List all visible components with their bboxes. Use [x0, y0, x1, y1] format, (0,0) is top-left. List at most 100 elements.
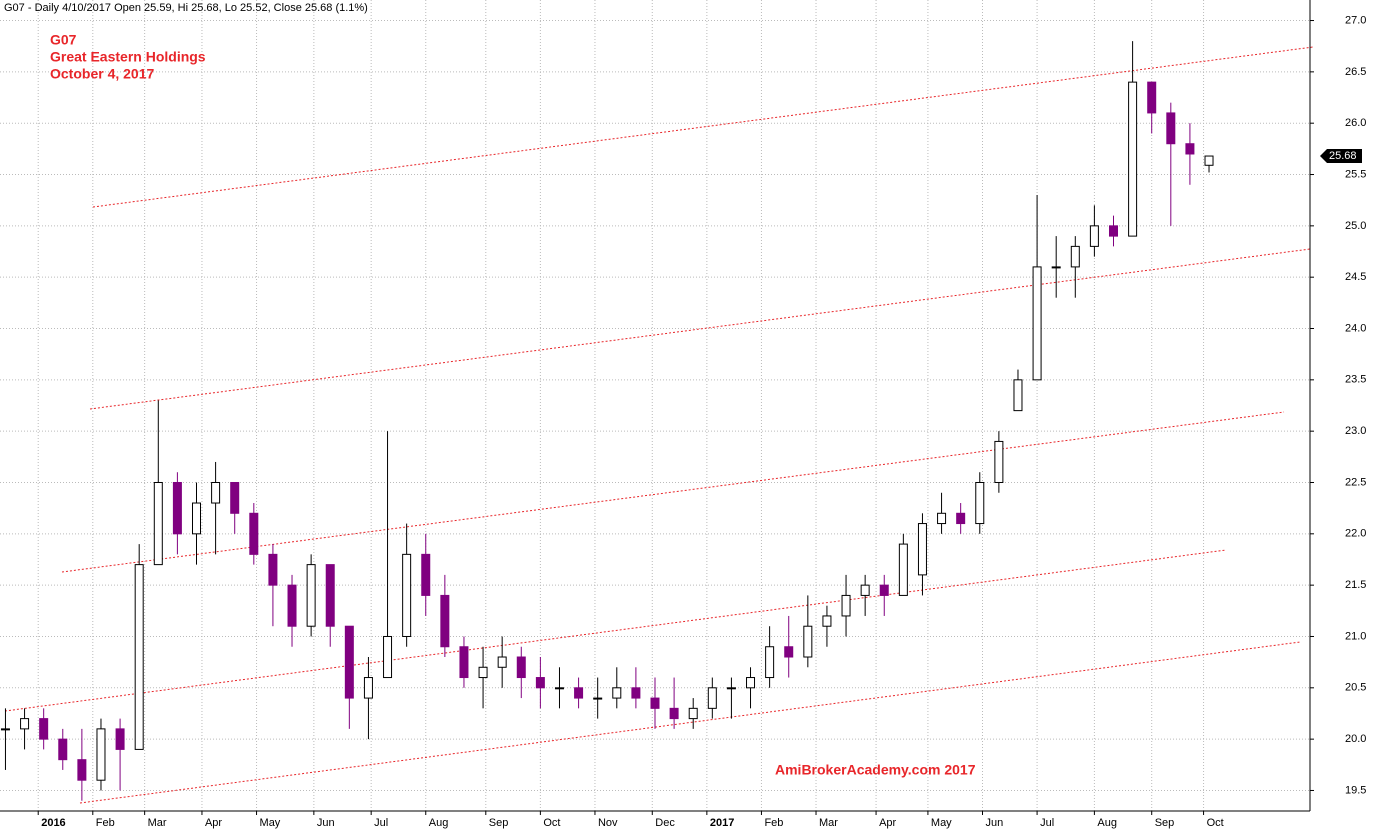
- last-price-tag: [1320, 149, 1362, 164]
- candle-body: [287, 584, 297, 627]
- candle-body: [707, 687, 717, 709]
- x-tick-label: 2016: [41, 817, 65, 829]
- candle-body: [879, 584, 889, 596]
- x-tick-label: Feb: [96, 817, 115, 829]
- candle-body: [746, 677, 756, 689]
- candle-body: [306, 564, 316, 627]
- x-tick-label: 2017: [710, 817, 734, 829]
- y-tick-label: 26.5: [1345, 66, 1366, 78]
- x-tick-label: Aug: [1097, 817, 1117, 829]
- candle-body: [268, 553, 278, 586]
- candle-body: [96, 728, 106, 781]
- candle-body: [1032, 266, 1042, 381]
- candle-body: [688, 707, 698, 720]
- candle-body: [612, 687, 622, 699]
- x-tick-label: Apr: [205, 817, 222, 829]
- candle-body: [917, 523, 927, 576]
- x-tick-label: Apr: [879, 817, 896, 829]
- y-tick-label: 25.5: [1345, 168, 1366, 180]
- candle-body: [1185, 143, 1195, 155]
- candle-body: [134, 564, 144, 750]
- x-tick-label: Dec: [655, 817, 675, 829]
- candle-body: [803, 625, 813, 658]
- channel-line: [61, 411, 1285, 573]
- candle-body: [726, 687, 736, 690]
- candle-body: [994, 440, 1004, 483]
- chart-subtitle: Great Eastern Holdings: [50, 49, 206, 65]
- channel-line: [79, 641, 1301, 804]
- candle-body: [574, 687, 584, 699]
- candle-body: [172, 481, 182, 535]
- candle-body: [535, 677, 545, 689]
- header: G07 - Daily 4/10/2017 Open 25.59, Hi 25.…: [4, 2, 368, 14]
- candle-body: [1147, 81, 1157, 114]
- candle-body: [325, 564, 335, 627]
- y-tick-label: 27.0: [1345, 14, 1366, 26]
- candle-body: [898, 543, 908, 596]
- chart-title: G07: [50, 32, 77, 48]
- candle-body: [383, 635, 393, 679]
- candle-body: [956, 512, 966, 525]
- candle-body: [669, 707, 679, 720]
- y-tick-label: 23.5: [1345, 374, 1366, 386]
- candles: [0, 41, 1214, 801]
- candle-body: [115, 728, 125, 750]
- y-tick-label: 19.5: [1345, 784, 1366, 796]
- candle-body: [0, 728, 10, 731]
- y-tick-label: 22.0: [1345, 528, 1366, 540]
- candle-body: [20, 718, 30, 730]
- x-tick-label: Feb: [764, 817, 783, 829]
- candle-body: [975, 481, 985, 525]
- candle-body: [77, 759, 87, 781]
- candle-body: [1166, 112, 1176, 145]
- x-tick-label: May: [260, 817, 281, 829]
- x-tick-label: Aug: [429, 817, 449, 829]
- channel-line: [4, 549, 1227, 712]
- candle-body: [459, 646, 469, 679]
- candle-body: [841, 594, 851, 617]
- candle-body: [516, 656, 526, 679]
- candle-body: [363, 677, 373, 699]
- candle-body: [631, 687, 641, 699]
- candle-body: [1070, 245, 1080, 268]
- candle-body: [497, 656, 507, 668]
- candle-body: [421, 553, 431, 596]
- channel-line: [89, 248, 1311, 410]
- last-price-label: 25.68: [1329, 150, 1357, 162]
- candle-body: [784, 646, 794, 658]
- x-tick-label: Sep: [1155, 817, 1175, 829]
- watermark: AmiBrokerAcademy.com 2017: [775, 762, 976, 778]
- channel-line: [92, 46, 1314, 208]
- candle-body: [1204, 155, 1214, 166]
- x-tick-label: Oct: [1207, 817, 1224, 829]
- y-tick-label: 25.0: [1345, 220, 1366, 232]
- y-tick-label: 24.0: [1345, 322, 1366, 334]
- candle-body: [440, 594, 450, 648]
- x-tick-label: Mar: [148, 817, 167, 829]
- candle-body: [153, 481, 163, 566]
- grid: [0, 0, 1310, 811]
- channel-lines: [4, 46, 1314, 804]
- candle-body: [344, 625, 354, 699]
- candle-body: [937, 512, 947, 525]
- x-tick-label: Jun: [317, 817, 335, 829]
- candle-body: [478, 666, 488, 679]
- candle-body: [1128, 81, 1138, 237]
- candle-body: [1051, 266, 1061, 269]
- y-tick-label: 22.5: [1345, 476, 1366, 488]
- x-tick-label: Sep: [489, 817, 509, 829]
- candle-body: [1109, 225, 1118, 237]
- candle-body: [1089, 225, 1099, 247]
- x-tick-label: Jul: [1040, 817, 1054, 829]
- candle-body: [554, 687, 564, 690]
- candle-body: [402, 553, 412, 637]
- candle-body: [1013, 379, 1023, 412]
- y-tick-label: 24.5: [1345, 271, 1366, 283]
- candle-body: [822, 615, 832, 627]
- y-tick-label: 26.0: [1345, 117, 1366, 129]
- x-tick-label: May: [931, 817, 952, 829]
- x-tick-label: Nov: [598, 817, 618, 829]
- candle-body: [192, 502, 201, 535]
- y-tick-label: 21.0: [1345, 630, 1366, 642]
